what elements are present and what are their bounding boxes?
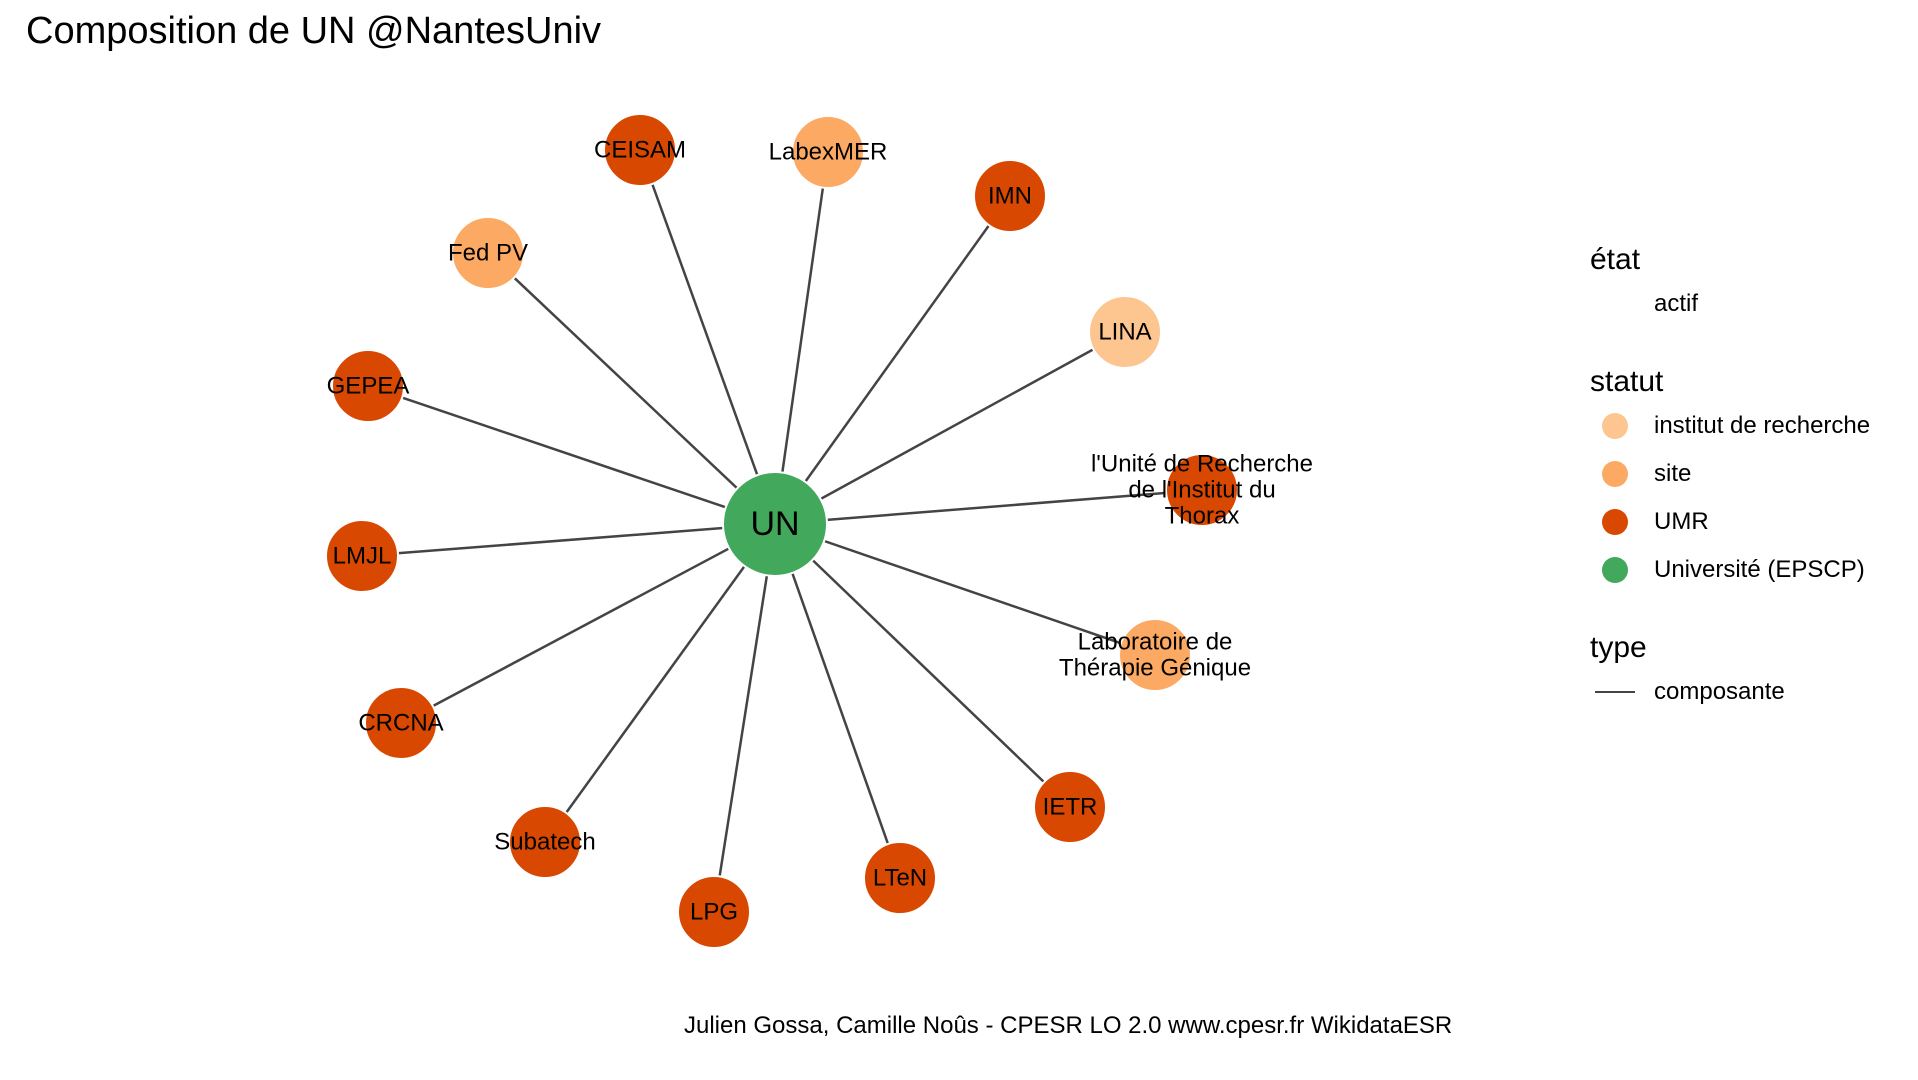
edge-composante	[638, 149, 777, 525]
edge-composante	[773, 151, 830, 525]
edge-composante	[487, 252, 776, 525]
node-circle	[364, 686, 438, 760]
node-label: IETR	[1043, 794, 1098, 821]
chart-title: Composition de UN @NantesUniv	[26, 10, 602, 52]
legend-key-line	[1590, 691, 1640, 693]
legend-key-dot	[1590, 557, 1640, 583]
legend-item-composante: composante	[1590, 668, 1910, 716]
node-circle	[451, 216, 525, 290]
node-circle	[973, 159, 1047, 233]
node-circle	[1165, 453, 1239, 527]
node: LTeN	[863, 841, 937, 915]
legend-key-dot	[1590, 509, 1640, 535]
legend-key-dot	[1590, 413, 1640, 439]
center-node: UN	[722, 471, 828, 577]
node-circle	[677, 875, 751, 949]
node-circle	[331, 349, 405, 423]
legend-group-type: type composante	[1590, 628, 1910, 716]
legend-item-statut: site	[1590, 450, 1910, 498]
node-label: Subatech	[494, 829, 595, 856]
legend-label: Université (EPSCP)	[1654, 556, 1865, 583]
legend-group-etat: état actif	[1590, 240, 1910, 328]
edge-composante	[774, 523, 1071, 808]
legend-title-statut: statut	[1590, 365, 1664, 398]
node: IMN	[973, 159, 1047, 233]
legend-group-statut: statut institut de recherche site UMR Unive…	[1590, 362, 1910, 594]
edge-composante	[400, 522, 776, 725]
edge-composante	[543, 523, 777, 843]
node: LPG	[677, 875, 751, 949]
legend-label: actif	[1654, 290, 1699, 317]
legend-label: institut de recherche	[1654, 412, 1871, 439]
edge-composante	[361, 522, 776, 558]
legend-title-type: type	[1590, 631, 1647, 664]
edges-layer	[361, 149, 1203, 913]
node: GEPEA	[327, 349, 410, 423]
node-label: UN	[750, 505, 799, 543]
legend-label: composante	[1654, 678, 1785, 705]
legend-item-statut: Université (EPSCP)	[1590, 546, 1910, 594]
edge-composante	[774, 330, 1126, 526]
legend-label: UMR	[1654, 508, 1709, 535]
node: LMJL	[325, 519, 399, 593]
node-label: GEPEA	[327, 373, 410, 400]
node-label: LPG	[690, 899, 738, 926]
node: CEISAM	[594, 113, 686, 187]
node-label: IMN	[988, 183, 1032, 210]
edge-composante	[712, 523, 777, 913]
legend-item-statut: institut de recherche	[1590, 402, 1910, 450]
legend: état actif statut institut de recherche s…	[1590, 240, 1910, 750]
node-circle	[1033, 770, 1107, 844]
node: IETR	[1033, 770, 1107, 844]
node-label: Fed PV	[448, 240, 528, 267]
edge-composante	[774, 488, 1203, 526]
node: LabexMER	[769, 115, 888, 189]
node-label: LTeN	[873, 865, 927, 892]
node-label: LINA	[1098, 319, 1151, 346]
node-label: CEISAM	[594, 137, 686, 164]
node-circle	[722, 471, 828, 577]
legend-label: site	[1654, 460, 1692, 487]
node: CRCNA	[358, 686, 444, 760]
node-label: LabexMER	[769, 139, 888, 166]
node: l'Unité de Recherche de l'Institut du Thor…	[1091, 451, 1313, 530]
node-circle	[325, 519, 399, 593]
legend-title-etat: état	[1590, 243, 1641, 276]
legend-item-statut: UMR	[1590, 498, 1910, 546]
node-circle	[1118, 618, 1192, 692]
legend-item-actif: actif	[1590, 280, 1910, 328]
node-circle	[863, 841, 937, 915]
edge-composante	[367, 384, 776, 526]
node-circle	[791, 115, 865, 189]
node-label: l'Unité de Recherche de l'Institut du Thor…	[1091, 451, 1313, 530]
node-circle	[508, 805, 582, 879]
node: Laboratoire de Thérapie Génique	[1059, 618, 1251, 692]
edge-composante	[773, 195, 1012, 525]
node-circle	[1088, 295, 1162, 369]
nodes-layer: CEISAM LabexMER IMN Fed PV LINA GEPEA l'Unité …	[325, 113, 1313, 949]
node: Fed PV	[448, 216, 528, 290]
node-circle	[603, 113, 677, 187]
node-label: CRCNA	[358, 710, 443, 737]
edge-composante	[774, 522, 1156, 657]
node: Subatech	[494, 805, 596, 879]
caption: Julien Gossa, Camille Noûs - CPESR LO 2.…	[684, 1012, 1453, 1039]
node-label: LMJL	[333, 543, 392, 570]
node-label: Laboratoire de Thérapie Génique	[1059, 629, 1251, 682]
node: LINA	[1088, 295, 1162, 369]
edge-composante	[773, 523, 902, 879]
legend-key-dot	[1590, 461, 1640, 487]
